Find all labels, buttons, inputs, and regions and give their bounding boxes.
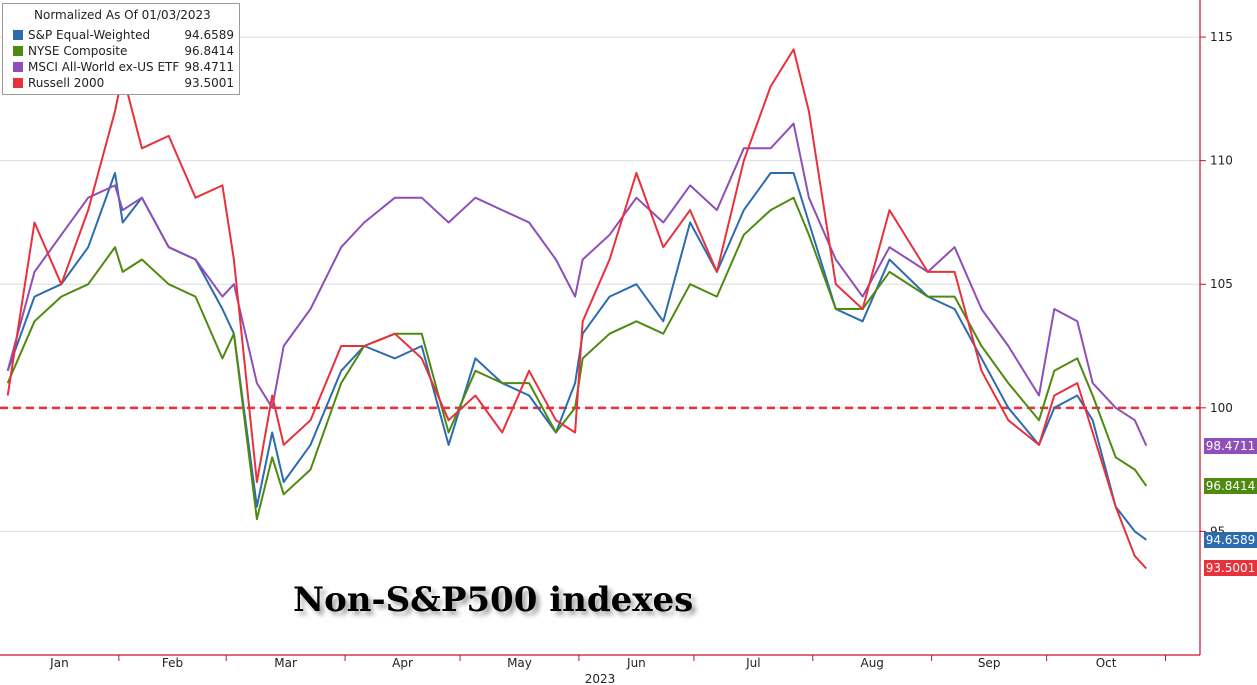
gridlines	[0, 36, 1200, 532]
legend-item-russell-2000: Russell 2000 93.5001	[13, 76, 238, 91]
legend-label: Russell 2000	[28, 76, 105, 90]
legend: Normalized As Of 01/03/2023 S&P Equal-We…	[2, 3, 240, 95]
legend-item-sp-equal-weighted: S&P Equal-Weighted 94.6589	[13, 28, 238, 43]
y-tick-label: 105	[1210, 277, 1233, 291]
x-axis-label: 2023	[585, 672, 616, 685]
x-tick-label: Jul	[745, 656, 760, 670]
legend-value: 98.4711	[184, 60, 234, 74]
x-tick-label: Aug	[860, 656, 883, 670]
y-tick-labels: 95100105110115	[1200, 30, 1233, 538]
x-tick-label: May	[507, 656, 532, 670]
end-value-tag-russell-2000: 93.5001	[1204, 560, 1257, 577]
x-tick-label: Mar	[274, 656, 297, 670]
chart-overlay-title: Non-S&P500 indexes	[293, 580, 694, 620]
x-tick-label: Jan	[49, 656, 69, 670]
end-value-tag-msci-all-world-ex-us-etf: 98.4711	[1204, 437, 1257, 454]
x-tick-label: Jun	[626, 656, 646, 670]
x-tick-label: Feb	[162, 656, 183, 670]
legend-label: NYSE Composite	[28, 44, 128, 58]
legend-title: Normalized As Of 01/03/2023	[34, 8, 211, 22]
series-layer	[6, 48, 1148, 570]
y-tick-label: 110	[1210, 154, 1233, 168]
legend-label: S&P Equal-Weighted	[28, 28, 151, 42]
legend-label: MSCI All-World ex-US ETF	[28, 60, 180, 74]
series-line-nyse-composite	[6, 196, 1148, 521]
series-line-s-p-equal-weighted	[6, 172, 1147, 541]
legend-swatch-msci-all-world	[13, 62, 23, 72]
legend-swatch-nyse-composite	[13, 46, 23, 56]
legend-value: 96.8414	[184, 44, 234, 58]
legend-value: 94.6589	[184, 28, 234, 42]
end-value-tag-nyse-composite: 96.8414	[1204, 477, 1257, 494]
legend-swatch-russell-2000	[13, 78, 23, 88]
x-tick-labels: Jan Feb Mar Apr May Jun Jul Aug Sep Oct	[49, 655, 1166, 670]
x-tick-label: Apr	[392, 656, 413, 670]
series-line-russell-2000	[6, 48, 1148, 570]
legend-value: 93.5001	[184, 76, 234, 90]
x-tick-label: Sep	[978, 656, 1001, 670]
legend-item-nyse-composite: NYSE Composite 96.8414	[13, 44, 238, 59]
axes	[0, 0, 1201, 656]
series-line-msci-all-world-ex-us-etf	[6, 122, 1148, 447]
y-tick-label: 100	[1210, 401, 1233, 415]
legend-swatch-sp-equal-weighted	[13, 30, 23, 40]
y-tick-label: 115	[1210, 30, 1233, 44]
end-value-tag-s-p-equal-weighted: 94.6589	[1204, 531, 1257, 548]
legend-item-msci-all-world: MSCI All-World ex-US ETF 98.4711	[13, 60, 238, 75]
x-tick-label: Oct	[1096, 656, 1117, 670]
